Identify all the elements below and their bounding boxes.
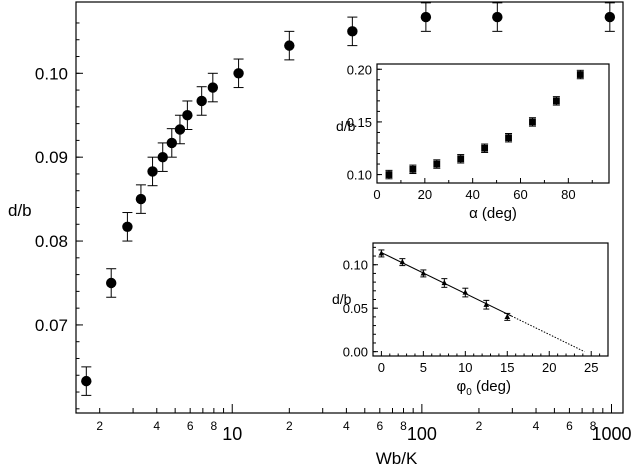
data-point xyxy=(483,301,490,307)
data-point xyxy=(420,11,432,23)
x-tick-label: 100 xyxy=(407,424,437,444)
data-point xyxy=(347,26,358,37)
x-minor-tick-label: 2 xyxy=(96,419,103,433)
data-point xyxy=(529,118,536,126)
x-minor-tick-label: 8 xyxy=(400,419,407,433)
data-point xyxy=(147,166,158,177)
data-point xyxy=(182,110,193,121)
data-point xyxy=(106,277,117,289)
x-tick-label: 25 xyxy=(584,360,598,375)
y-tick-label: 0.08 xyxy=(35,232,68,251)
data-point xyxy=(576,71,584,78)
x-tick-label: 0 xyxy=(373,187,380,202)
y-tick-label: 0.10 xyxy=(343,258,368,273)
x-axis-label-unit: (deg) xyxy=(472,378,511,395)
data-point xyxy=(457,155,465,163)
fit-line-extrapolation xyxy=(511,315,585,353)
x-axis-label: α (deg) xyxy=(469,205,517,222)
data-point xyxy=(122,221,133,232)
data-point xyxy=(505,134,512,142)
data-point xyxy=(233,68,244,79)
inset-frame xyxy=(372,242,609,357)
x-axis-label: φ0 (deg) xyxy=(457,378,511,398)
data-point xyxy=(385,171,393,178)
inset-frame xyxy=(376,63,610,184)
x-minor-tick-label: 2 xyxy=(286,419,293,433)
data-point xyxy=(420,270,427,276)
x-axis-label-symbol: φ xyxy=(457,378,467,395)
y-axis-label: d/b xyxy=(336,118,356,134)
x-tick-label: 15 xyxy=(500,360,514,375)
x-tick-label: 20 xyxy=(418,187,432,202)
x-tick-label: 0 xyxy=(378,360,385,375)
x-tick-label: 5 xyxy=(420,360,427,375)
data-point xyxy=(207,82,219,93)
x-tick-label: 1000 xyxy=(591,424,631,444)
data-point xyxy=(462,289,469,295)
x-minor-tick-label: 4 xyxy=(533,419,540,433)
data-point xyxy=(378,250,385,256)
y-tick-label: 0.05 xyxy=(343,301,368,316)
data-point xyxy=(166,137,177,149)
x-tick-label: 10 xyxy=(458,360,472,375)
y-tick-label: 0.10 xyxy=(35,64,68,83)
x-minor-tick-label: 6 xyxy=(376,419,383,433)
inset-alpha-plot: 0.10 0.15 0.20 0 20 40 60 80 α (deg) d/b xyxy=(336,62,610,222)
x-minor-tick-label: 2 xyxy=(476,419,483,433)
x-tick-label: 10 xyxy=(222,424,242,444)
data-point xyxy=(196,95,207,107)
data-point xyxy=(157,151,168,163)
x-tick-label: 40 xyxy=(465,187,479,202)
y-tick-label: 0.07 xyxy=(35,316,68,335)
y-axis-label: d/b xyxy=(8,201,32,220)
y-tick-label: 0.15 xyxy=(347,115,372,130)
x-tick-label: 60 xyxy=(513,187,527,202)
x-minor-tick-label: 6 xyxy=(187,419,194,433)
data-point xyxy=(504,313,511,320)
x-minor-tick-label: 8 xyxy=(590,419,597,433)
y-tick-label: 0.10 xyxy=(347,168,372,183)
data-point xyxy=(399,258,406,265)
x-minor-tick-label: 4 xyxy=(153,419,160,433)
data-point xyxy=(481,144,489,152)
x-tick-label: 80 xyxy=(561,187,575,202)
data-point xyxy=(409,165,417,173)
data-point xyxy=(492,11,503,23)
data-point xyxy=(135,193,147,205)
x-minor-tick-label: 6 xyxy=(566,419,573,433)
y-tick-label: 0.20 xyxy=(347,62,372,77)
data-point xyxy=(552,97,560,105)
y-tick-label: 0.09 xyxy=(35,148,68,167)
x-axis-label-subscript: 0 xyxy=(466,387,472,398)
x-tick-label: 20 xyxy=(542,360,556,375)
data-point xyxy=(174,124,186,135)
y-tick-label: 0.00 xyxy=(343,345,368,360)
data-point xyxy=(433,160,441,168)
data-point xyxy=(441,279,448,286)
y-axis-label: d/b xyxy=(332,291,352,307)
x-minor-tick-label: 8 xyxy=(211,419,218,433)
x-minor-tick-label: 4 xyxy=(343,419,350,433)
data-point xyxy=(81,375,92,387)
data-point xyxy=(604,11,616,23)
x-axis-label: Wb/K xyxy=(376,449,418,468)
data-point xyxy=(284,40,295,51)
